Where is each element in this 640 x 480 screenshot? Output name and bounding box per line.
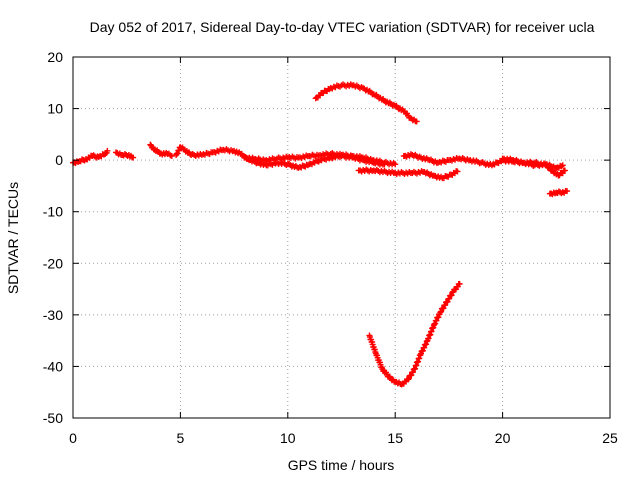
series-markers — [548, 187, 569, 198]
y-tick-label: -50 — [43, 410, 63, 426]
y-tick-label: 20 — [47, 49, 63, 65]
data-points — [70, 81, 571, 388]
series-track-3 — [147, 141, 175, 160]
x-tick-label: 10 — [280, 430, 296, 446]
series-track-9 — [499, 155, 568, 179]
series-track-10 — [366, 280, 463, 388]
chart-title: Day 052 of 2017, Sidereal Day-to-day VTE… — [90, 19, 595, 35]
series-markers — [313, 81, 419, 125]
series-markers — [366, 281, 462, 387]
y-tick-label: -10 — [43, 204, 63, 220]
plot-area-border — [72, 56, 611, 419]
series-markers — [148, 142, 174, 159]
axis-ticks: 0 5 10 15 20 25 20 10 0 -10 -20 -30 -40 -50 — [43, 49, 618, 446]
y-tick-label: -20 — [43, 255, 63, 271]
y-axis-label: SDTVAR / TECUs — [5, 182, 21, 294]
y-tick-label: 10 — [47, 101, 63, 117]
x-tick-label: 25 — [602, 430, 618, 446]
series-track-1 — [70, 147, 111, 167]
x-tick-label: 15 — [387, 430, 403, 446]
x-tick-label: 20 — [495, 430, 511, 446]
y-tick-label: -30 — [43, 307, 63, 323]
y-tick-label: -40 — [43, 358, 63, 374]
grid — [73, 57, 610, 418]
x-tick-label: 5 — [177, 430, 185, 446]
series-track-2 — [112, 149, 137, 161]
x-tick-label: 0 — [69, 430, 77, 446]
series-track-11 — [546, 187, 571, 198]
y-tick-label: 0 — [55, 152, 63, 168]
series-markers — [243, 150, 397, 168]
x-axis-label: GPS time / hours — [288, 457, 395, 473]
series-markers — [114, 149, 136, 161]
series-track-7 — [355, 166, 461, 182]
series-markers — [501, 155, 567, 179]
series-markers — [357, 166, 460, 182]
series-track-6 — [312, 81, 420, 125]
series-markers — [71, 149, 110, 167]
series-track-5 — [241, 150, 399, 168]
series-markers — [402, 151, 565, 171]
